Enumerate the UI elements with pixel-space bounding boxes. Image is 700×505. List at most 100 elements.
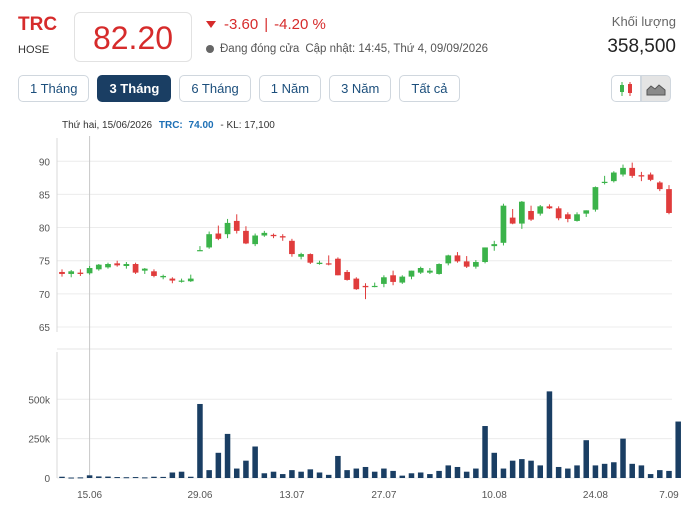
price-change-row: -3.60 | -4.20 % (206, 16, 326, 33)
candle-body (620, 167, 626, 175)
chart-tooltip: Thứ hai, 15/06/2026 TRC: 74.00 - KL: 17,… (62, 120, 275, 131)
volume-bar (307, 469, 314, 478)
volume-bar (657, 470, 663, 478)
volume-bar (206, 470, 212, 478)
candle-body (482, 247, 488, 263)
volume-bar (647, 474, 654, 478)
volume-bar (142, 477, 148, 479)
candle-body (344, 271, 350, 280)
candle-body (647, 174, 654, 180)
tab-3-months[interactable]: 3 Tháng (97, 75, 172, 102)
candle-body (362, 285, 369, 288)
candlestick-toggle-button[interactable] (611, 75, 641, 102)
price-change: -3.60 (224, 16, 259, 33)
candlestick-icon (620, 81, 632, 96)
volume-bar (233, 468, 240, 478)
candle-body (86, 267, 93, 274)
candle-body (509, 217, 516, 224)
volume-bar (243, 460, 249, 478)
tab-6-months[interactable]: 6 Tháng (179, 75, 251, 102)
tab-3-years[interactable]: 3 Năm (329, 75, 392, 102)
volume-bar (583, 440, 589, 478)
volume-bar (279, 474, 286, 478)
candle-body (555, 208, 562, 219)
volume-bar (169, 472, 176, 478)
date-axis-tick: 10.08 (482, 490, 507, 501)
candle-body (335, 258, 341, 276)
candle-body (77, 272, 84, 274)
candle-body (583, 210, 590, 214)
volume-bar (445, 465, 452, 478)
area-chart-toggle-button[interactable] (641, 75, 671, 102)
volume-bar (482, 426, 488, 478)
volume-bar (77, 477, 84, 479)
volume-bar (473, 468, 479, 478)
change-separator: | (264, 16, 269, 33)
date-axis-tick: 29.06 (187, 490, 212, 501)
volume-bar (252, 446, 258, 478)
volume-axis-tick: 500k (28, 395, 51, 406)
volume-bar (629, 463, 635, 478)
candle-body (445, 255, 452, 264)
candle-body (289, 240, 295, 255)
volume-bar (353, 468, 360, 478)
candle-body (371, 285, 378, 288)
volume-bar (454, 466, 461, 478)
volume-bar (187, 476, 194, 478)
candle-body (564, 214, 571, 219)
volume-bar (463, 471, 470, 478)
tab-all[interactable]: Tất cả (399, 75, 460, 102)
volume-bar (325, 474, 332, 478)
tab-1-month[interactable]: 1 Tháng (18, 75, 90, 102)
volume-bar (105, 476, 111, 478)
candle-body (298, 254, 304, 257)
volume-bar (537, 465, 544, 478)
price-axis-tick: 90 (39, 157, 51, 168)
candle-body (132, 264, 139, 273)
candle-body (316, 262, 323, 265)
candle-body (574, 214, 580, 221)
down-arrow-icon (206, 21, 216, 28)
volume-bar (224, 433, 231, 478)
volume-bar (390, 470, 396, 478)
volume-bar (666, 470, 672, 478)
volume-bar (178, 471, 185, 478)
candle-body (537, 206, 544, 214)
volume-bar (611, 462, 617, 478)
candle-body (610, 172, 617, 182)
candle-body (491, 244, 498, 247)
volume-bar (59, 476, 65, 478)
volume-axis-tick: 0 (44, 474, 50, 485)
candle-body (215, 233, 222, 239)
volume-bar (565, 468, 571, 478)
candle-body (187, 278, 194, 282)
date-axis-tick: 15.06 (77, 490, 102, 501)
candle-body (601, 181, 608, 184)
candle-body (629, 167, 636, 176)
candle-body (151, 271, 157, 276)
volume-bar (620, 438, 626, 478)
date-axis-tick: 7.09 (659, 490, 679, 501)
candle-body (408, 270, 415, 277)
volume-bar (500, 468, 507, 478)
candle-body (224, 222, 231, 235)
price-change-percent: -4.20 % (274, 16, 326, 33)
volume-bar (362, 466, 369, 478)
candle-body (638, 175, 645, 177)
candle-body (95, 264, 102, 270)
date-axis-tick: 13.07 (279, 490, 304, 501)
volume-bar (96, 476, 102, 478)
volume-bar (417, 472, 424, 478)
tooltip-volume: - KL: 17,100 (220, 120, 275, 131)
candle-body (427, 270, 433, 273)
candle-body (666, 189, 672, 213)
candle-body (656, 182, 663, 190)
candle-body (261, 232, 268, 236)
price-chart[interactable]: 90 85 80 75 70 65 500k 250k 0 15.06 29.06 13.07 27.0… (0, 110, 700, 505)
volume-bar (528, 460, 534, 478)
price-volume-chart-svg[interactable]: 90 85 80 75 70 65 500k 250k 0 15.06 29.06 13.07 27.0… (0, 110, 700, 505)
price-axis-tick: 85 (39, 190, 51, 201)
volume-bar (436, 470, 442, 478)
tab-1-year[interactable]: 1 Năm (258, 75, 322, 102)
volume-bar (381, 468, 387, 478)
